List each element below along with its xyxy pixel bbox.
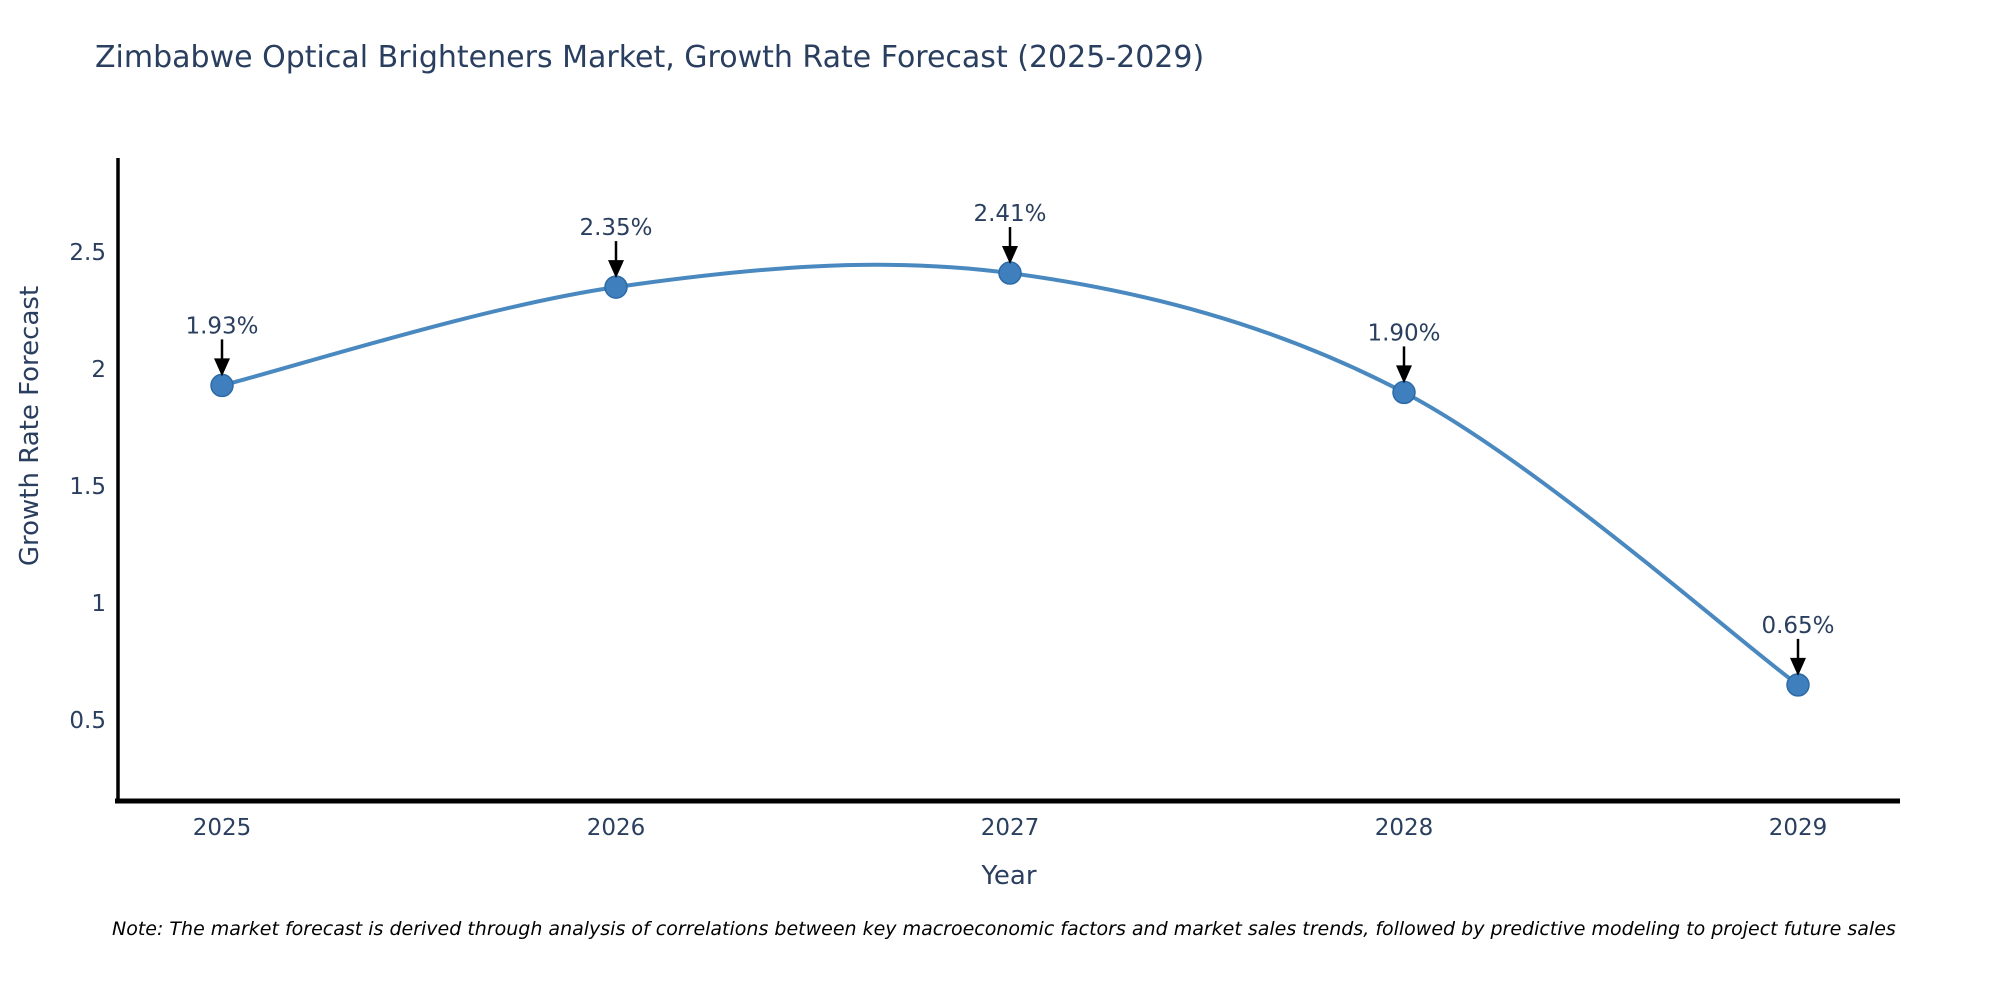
data-point: [998, 261, 1022, 285]
annotation-arrowhead-icon: [1396, 365, 1412, 384]
x-tick-label: 2029: [1769, 815, 1828, 841]
y-tick-label: 2.5: [69, 240, 106, 266]
data-point: [1392, 380, 1416, 405]
data-point: [604, 275, 628, 299]
annotation-arrowhead-icon: [214, 358, 230, 377]
x-tick-label: 2027: [981, 815, 1040, 841]
footnote: Note: The market forecast is derived thr…: [112, 918, 1896, 940]
y-tick-label: 2: [91, 357, 106, 383]
y-tick-label: 1: [91, 591, 106, 617]
point-annotation: 0.65%: [1761, 613, 1834, 639]
y-tick-label: 1.5: [69, 474, 106, 500]
data-point: [210, 373, 234, 398]
point-annotation: 2.41%: [973, 201, 1046, 227]
data-point: [1786, 673, 1810, 697]
annotation-arrowhead-icon: [1002, 246, 1018, 265]
point-annotation: 1.93%: [185, 313, 258, 339]
y-tick-label: 0.5: [69, 708, 106, 734]
point-annotation: 2.35%: [579, 215, 652, 241]
x-tick-label: 2026: [587, 815, 646, 841]
annotation-arrowhead-icon: [1790, 657, 1806, 676]
annotation-arrowhead-icon: [608, 260, 624, 279]
forecast-line: [220, 262, 1800, 687]
x-axis-title: Year: [981, 861, 1037, 891]
x-tick-label: 2025: [193, 815, 252, 841]
chart-title: Zimbabwe Optical Brighteners Market, Gro…: [95, 40, 1205, 75]
y-axis-title: Growth Rate Forecast: [15, 285, 45, 567]
x-tick-label: 2028: [1375, 815, 1434, 841]
point-annotation: 1.90%: [1367, 320, 1440, 346]
